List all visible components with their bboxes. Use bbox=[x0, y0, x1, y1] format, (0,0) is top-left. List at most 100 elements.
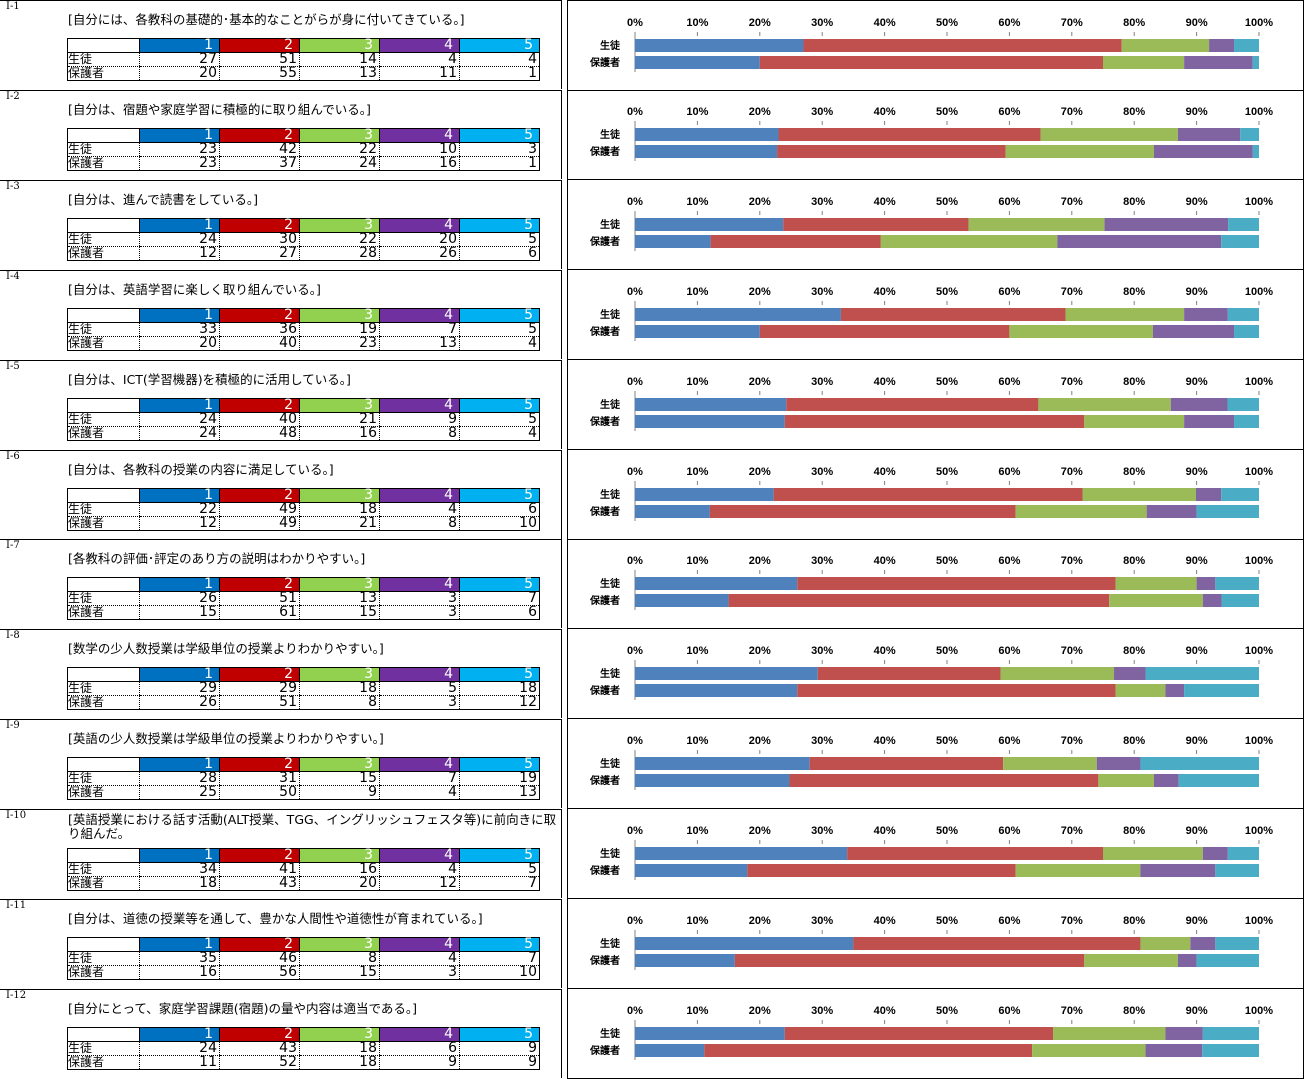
header-cell-5: 5 bbox=[459, 38, 540, 53]
question-block: Ⅰ-11 [自分は、道徳の授業等を通して、豊かな人間性や道徳性が育まれている。] 1… bbox=[0, 899, 1304, 989]
table-cell: 55 bbox=[219, 66, 300, 81]
table-cell: 5 bbox=[459, 412, 540, 427]
bar-segment-1 bbox=[635, 325, 760, 338]
bar-segment-4 bbox=[1152, 325, 1235, 338]
table-cell: 4 bbox=[379, 502, 460, 517]
bar-segment-1 bbox=[635, 218, 784, 231]
table-cell: 12 bbox=[139, 516, 220, 531]
bar-segment-4 bbox=[1146, 505, 1197, 518]
bar-segment-1 bbox=[635, 757, 810, 770]
bar-segment-5 bbox=[1252, 56, 1259, 69]
header-cell-5: 5 bbox=[459, 488, 540, 503]
question-text: [自分は、進んで読書をしている。] bbox=[68, 192, 259, 207]
header-cell-1: 1 bbox=[139, 577, 220, 592]
question-block: Ⅰ-7 [各教科の評価･評定のあり方の説明はわかりやすい。] 1 2 3 4 5 生徒 26 51… bbox=[0, 539, 1304, 629]
x-tick-label: 70% bbox=[1061, 466, 1083, 478]
bar-segment-2 bbox=[778, 128, 1041, 141]
question-id: Ⅰ-7 bbox=[6, 540, 20, 551]
header-cell-4: 4 bbox=[379, 937, 460, 952]
row-label: 生徒 bbox=[67, 862, 140, 877]
table-cell: 7 bbox=[379, 771, 460, 786]
x-tick-label: 50% bbox=[936, 286, 958, 298]
table-cell: 12 bbox=[459, 695, 540, 710]
x-tick-label: 80% bbox=[1123, 915, 1145, 927]
bar-segment-1 bbox=[635, 594, 729, 607]
bar-segment-2 bbox=[759, 56, 1103, 69]
bar-segment-2 bbox=[789, 774, 1099, 787]
x-tick-label: 30% bbox=[811, 645, 833, 657]
category-label: 生徒 bbox=[600, 1027, 621, 1040]
x-tick-label: 60% bbox=[998, 106, 1020, 118]
table-cell: 11 bbox=[379, 66, 460, 81]
question-id: Ⅰ-10 bbox=[6, 810, 27, 821]
bar-segment-2 bbox=[773, 488, 1083, 501]
x-tick-label: 90% bbox=[1186, 645, 1208, 657]
header-cell-1: 1 bbox=[139, 218, 220, 233]
bar-segment-4 bbox=[1153, 145, 1253, 158]
table-row: 生徒 24 40 21 9 5 bbox=[67, 412, 540, 427]
x-tick-label: 30% bbox=[811, 825, 833, 837]
table-cell: 42 bbox=[219, 142, 300, 157]
x-tick-label: 0% bbox=[627, 555, 643, 567]
table-row: 生徒 23 42 22 10 3 bbox=[67, 142, 540, 157]
x-tick-label: 60% bbox=[998, 735, 1020, 747]
x-tick-label: 90% bbox=[1186, 915, 1208, 927]
bar-segment-4 bbox=[1114, 667, 1146, 680]
table-cell: 22 bbox=[299, 232, 380, 247]
table-cell: 3 bbox=[379, 591, 460, 606]
header-cell-5: 5 bbox=[459, 218, 540, 233]
x-tick-label: 70% bbox=[1061, 915, 1083, 927]
bar-segment-3 bbox=[1032, 1044, 1146, 1057]
bar-segment-1 bbox=[635, 308, 841, 321]
bar-segment-2 bbox=[704, 1044, 1033, 1057]
category-label: 保護者 bbox=[589, 594, 620, 607]
x-tick-label: 20% bbox=[749, 17, 771, 29]
question-block: Ⅰ-3 [自分は、進んで読書をしている。] 1 2 3 4 5 生徒 24 30 22 20 5 保護者 1… bbox=[0, 180, 1304, 270]
header-cell-5: 5 bbox=[459, 308, 540, 323]
bar-segment-2 bbox=[803, 39, 1122, 52]
bar-segment-2 bbox=[783, 218, 969, 231]
bar-segment-1 bbox=[635, 847, 848, 860]
bar-segment-5 bbox=[1196, 954, 1259, 967]
x-tick-label: 40% bbox=[874, 376, 896, 388]
question-text: [自分は、宿題や家庭学習に積極的に取り組んでいる。] bbox=[68, 102, 371, 117]
bar-segment-5 bbox=[1178, 774, 1259, 787]
header-cell-2: 2 bbox=[219, 757, 300, 772]
table-cell: 24 bbox=[139, 426, 220, 441]
bar-segment-3 bbox=[1040, 128, 1178, 141]
x-tick-label: 0% bbox=[627, 825, 643, 837]
question-text: [各教科の評価･評定のあり方の説明はわかりやすい。] bbox=[68, 551, 366, 566]
chart-panel: 0% 10% 20% 30% 40% 50% 60% 70% 80% 90% 100% 生徒 保護者 bbox=[567, 90, 1304, 180]
table-cell: 10 bbox=[379, 142, 460, 157]
x-tick-label: 70% bbox=[1061, 825, 1083, 837]
bar-segment-2 bbox=[797, 684, 1116, 697]
x-tick-label: 90% bbox=[1186, 286, 1208, 298]
x-tick-label: 50% bbox=[936, 915, 958, 927]
bar-segment-3 bbox=[880, 235, 1058, 248]
table-row: 保護者 12 49 21 8 10 bbox=[67, 516, 540, 531]
header-cell-2: 2 bbox=[219, 128, 300, 143]
bar-segment-2 bbox=[747, 864, 1016, 877]
separator bbox=[0, 0, 561, 1]
row-label: 生徒 bbox=[67, 591, 140, 606]
table-row: 保護者 12 27 28 26 6 bbox=[67, 246, 540, 261]
bar-segment-2 bbox=[853, 937, 1141, 950]
question-block: Ⅰ-4 [自分は、英語学習に楽しく取り組んでいる。] 1 2 3 4 5 生徒 33 36 19 7 5… bbox=[0, 270, 1304, 360]
table-cell: 56 bbox=[219, 965, 300, 980]
table-cell: 20 bbox=[299, 876, 380, 891]
bar-segment-3 bbox=[1121, 39, 1210, 52]
x-tick-label: 20% bbox=[749, 555, 771, 567]
bar-segment-4 bbox=[1184, 415, 1235, 428]
x-tick-label: 90% bbox=[1186, 735, 1208, 747]
table-cell: 28 bbox=[139, 771, 220, 786]
question-id: Ⅰ-12 bbox=[6, 990, 27, 1001]
x-tick-label: 0% bbox=[627, 17, 643, 29]
x-tick-label: 100% bbox=[1245, 196, 1273, 208]
bar-segment-3 bbox=[1015, 505, 1147, 518]
table-cell: 10 bbox=[459, 516, 540, 531]
